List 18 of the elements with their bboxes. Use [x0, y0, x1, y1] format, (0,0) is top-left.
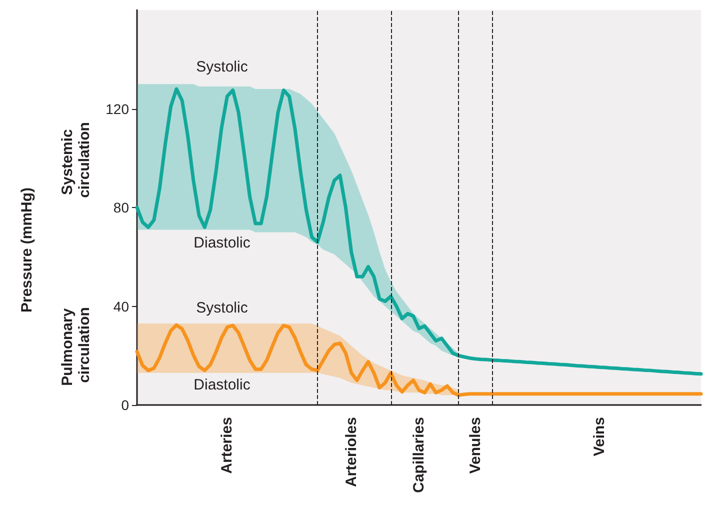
annotation: Diastolic — [194, 234, 251, 252]
annotation: Systolic — [196, 300, 248, 316]
y-tick-label: 40 — [113, 298, 130, 314]
text: Pressure (mmHg) — [18, 187, 36, 313]
annotation: Systolic — [196, 58, 248, 76]
text: Systemic circulation — [59, 122, 93, 198]
y-tick-label: 80 — [113, 200, 130, 216]
y-tick-label: 120 — [106, 100, 130, 117]
x-tick-label: Veins — [590, 417, 608, 456]
x-tick-label: Arteries — [218, 417, 236, 474]
line-series — [135, 323, 703, 397]
text: Pulmonary circulation — [59, 304, 93, 386]
annotation: Diastolic — [194, 376, 251, 394]
line-series — [135, 87, 703, 376]
x-tick-label: Arterioles — [342, 417, 360, 488]
x-tick-label: Venules — [466, 417, 484, 474]
y-tick-label: 0 — [121, 397, 130, 413]
x-tick-label: Capillaries — [410, 417, 428, 493]
